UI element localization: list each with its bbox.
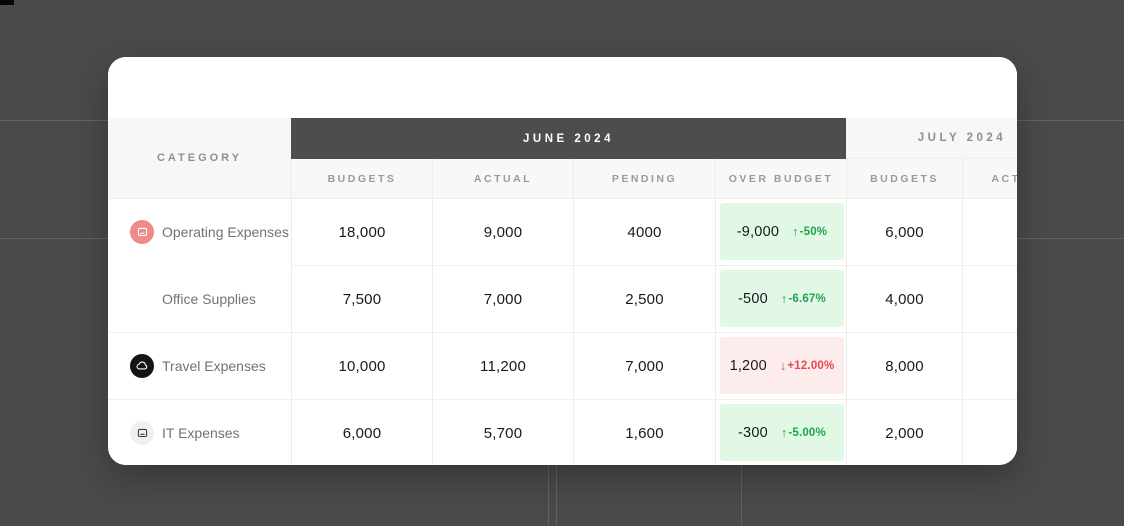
modal-header-area — [108, 57, 1017, 118]
cell-june-pending: 2,500 — [573, 265, 715, 332]
july-budgets-column-header: BUDGETS — [846, 159, 962, 199]
cell-july-budgets: 8,000 — [846, 332, 962, 399]
cell-june-budgets: 18,000 — [291, 199, 432, 265]
category-label: Operating Expenses — [162, 224, 289, 240]
delta-percent: -6.67% — [788, 292, 826, 305]
table-row-category-it-expenses: IT Expenses — [108, 399, 291, 465]
table-row-category-operating-expenses: Operating Expenses — [108, 199, 291, 265]
cell-july-budgets: 4,000 — [846, 265, 962, 332]
table-row-category-travel-expenses: Travel Expenses — [108, 332, 291, 399]
table-row-category-office-supplies: Office Supplies — [108, 265, 291, 332]
budget-table-modal: CATEGORY JUNE 2024 JULY 2024 BUDGETS ACT… — [108, 57, 1017, 465]
cell-june-budgets: 10,000 — [291, 332, 432, 399]
cell-june-pending: 7,000 — [573, 332, 715, 399]
cell-june-over-budget: -9,000 ↑ -50% — [715, 199, 846, 265]
over-budget-value: -300 — [738, 424, 768, 441]
over-budget-chip: 1,200 ↓ +12.00% — [720, 337, 844, 394]
cell-june-over-budget: 1,200 ↓ +12.00% — [715, 332, 846, 399]
cell-july-budgets: 2,000 — [846, 399, 962, 465]
backdrop-divider — [548, 465, 549, 526]
cell-june-over-budget: -300 ↑ -5.00% — [715, 399, 846, 465]
june-actual-column-header: ACTUAL — [432, 159, 573, 199]
budget-table: CATEGORY JUNE 2024 JULY 2024 BUDGETS ACT… — [108, 118, 1017, 465]
over-budget-chip: -9,000 ↑ -50% — [720, 203, 844, 260]
over-budget-chip: -300 ↑ -5.00% — [720, 404, 844, 461]
cell-july-actual — [962, 332, 1017, 399]
june-over-budget-column-header: OVER BUDGET — [715, 159, 846, 199]
backdrop-divider — [741, 465, 742, 526]
category-label: Travel Expenses — [162, 358, 266, 374]
arrow-up-icon: ↑ — [780, 425, 788, 440]
june-pending-column-header: PENDING — [573, 159, 715, 199]
delta-percent: -50% — [799, 225, 828, 238]
category-column-header: CATEGORY — [108, 118, 291, 199]
cell-june-actual: 11,200 — [432, 332, 573, 399]
cell-june-actual: 7,000 — [432, 265, 573, 332]
category-label: IT Expenses — [162, 425, 240, 441]
cell-july-budgets: 6,000 — [846, 199, 962, 265]
june-budgets-column-header: BUDGETS — [291, 159, 432, 199]
cloud-icon — [130, 354, 154, 378]
delta-percent: +12.00% — [787, 359, 835, 372]
cell-july-actual — [962, 265, 1017, 332]
laptop-icon — [130, 421, 154, 445]
month-tab-june[interactable]: JUNE 2024 — [291, 118, 846, 159]
delta-badge: ↑ -6.67% — [781, 292, 826, 306]
over-budget-chip: -500 ↑ -6.67% — [720, 270, 844, 327]
cell-july-actual — [962, 199, 1017, 265]
july-actual-column-header: ACTUAL — [962, 159, 1017, 199]
over-budget-value: 1,200 — [729, 357, 767, 374]
delta-badge: ↑ -50% — [792, 225, 827, 239]
laptop-icon — [130, 220, 154, 244]
arrow-up-icon: ↑ — [792, 224, 799, 239]
delta-badge: ↓ +12.00% — [780, 359, 835, 373]
cell-june-actual: 5,700 — [432, 399, 573, 465]
cell-june-pending: 4000 — [573, 199, 715, 265]
cell-june-actual: 9,000 — [432, 199, 573, 265]
icon-spacer — [130, 287, 154, 311]
arrow-down-icon: ↓ — [779, 358, 787, 373]
backdrop-corner-bar — [0, 0, 14, 5]
category-label: Office Supplies — [162, 290, 256, 307]
delta-badge: ↑ -5.00% — [781, 426, 826, 440]
over-budget-value: -500 — [738, 290, 768, 307]
arrow-up-icon: ↑ — [780, 291, 788, 306]
backdrop-divider — [556, 465, 557, 526]
over-budget-value: -9,000 — [736, 223, 780, 240]
cell-june-budgets: 7,500 — [291, 265, 432, 332]
cell-july-actual — [962, 399, 1017, 465]
cell-june-over-budget: -500 ↑ -6.67% — [715, 265, 846, 332]
delta-percent: -5.00% — [788, 426, 826, 439]
cell-june-budgets: 6,000 — [291, 399, 432, 465]
month-tab-july[interactable]: JULY 2024 — [846, 118, 1017, 159]
cell-june-pending: 1,600 — [573, 399, 715, 465]
